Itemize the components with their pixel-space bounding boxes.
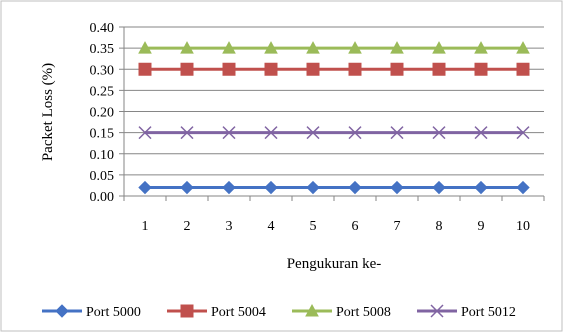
diamond-marker bbox=[264, 180, 278, 195]
legend-item: Port 5000 bbox=[42, 304, 141, 320]
y-tick-labels: 0.00 0.05 0.10 0.15 0.20 0.25 0.30 0.35 0.40 bbox=[90, 21, 115, 205]
x-marker bbox=[390, 126, 404, 140]
x-tick-label: 3 bbox=[226, 219, 233, 234]
x-marker bbox=[474, 126, 488, 140]
triangle-marker bbox=[432, 41, 446, 54]
triangle-marker bbox=[306, 41, 320, 54]
y-tick-label: 0.40 bbox=[90, 21, 115, 36]
triangle-marker bbox=[138, 41, 152, 54]
square-marker bbox=[306, 62, 320, 76]
x-marker bbox=[430, 304, 444, 318]
x-marker bbox=[264, 126, 278, 140]
series-port-5012 bbox=[138, 126, 530, 140]
y-tick-label: 0.00 bbox=[90, 190, 115, 205]
triangle-marker bbox=[390, 41, 404, 54]
triangle-marker bbox=[180, 41, 194, 54]
diamond-marker bbox=[306, 180, 320, 195]
x-marker bbox=[516, 126, 530, 140]
diamond-marker bbox=[432, 180, 446, 195]
legend-item: Port 5012 bbox=[417, 304, 516, 320]
x-tick-label: 5 bbox=[310, 219, 317, 234]
legend-label: Port 5000 bbox=[86, 305, 141, 320]
diamond-marker bbox=[390, 180, 404, 195]
series-port-5008 bbox=[138, 41, 530, 54]
diamond-marker bbox=[55, 304, 69, 318]
x-marker bbox=[348, 126, 362, 140]
y-tick-label: 0.20 bbox=[90, 106, 115, 121]
x-tick-label: 9 bbox=[478, 219, 485, 234]
square-marker bbox=[432, 62, 446, 76]
x-tick-label: 7 bbox=[394, 219, 401, 234]
series-group bbox=[138, 41, 530, 195]
x-marker bbox=[180, 126, 194, 140]
x-tick-label: 6 bbox=[352, 219, 359, 234]
legend-label: Port 5008 bbox=[336, 305, 391, 320]
x-tick-label: 8 bbox=[436, 219, 443, 234]
x-marker bbox=[222, 126, 236, 140]
y-tick-label: 0.25 bbox=[90, 84, 115, 99]
diamond-marker bbox=[516, 180, 530, 195]
x-marker bbox=[138, 126, 152, 140]
square-marker bbox=[180, 62, 194, 76]
triangle-marker bbox=[474, 41, 488, 54]
legend: Port 5000 Port 5004 Port 5008 Port 5012 bbox=[42, 303, 516, 320]
legend-item: Port 5004 bbox=[167, 304, 266, 320]
diamond-marker bbox=[348, 180, 362, 195]
square-marker bbox=[138, 62, 152, 76]
square-marker bbox=[222, 62, 236, 76]
square-marker bbox=[474, 62, 488, 76]
triangle-marker bbox=[516, 41, 530, 54]
diamond-marker bbox=[180, 180, 194, 195]
legend-label: Port 5004 bbox=[211, 305, 266, 320]
diamond-marker bbox=[222, 180, 236, 195]
square-marker bbox=[264, 62, 278, 76]
x-tick-label: 1 bbox=[142, 219, 149, 234]
x-tick-label: 2 bbox=[184, 219, 191, 234]
y-tick-label: 0.10 bbox=[90, 148, 115, 163]
square-marker bbox=[348, 62, 362, 76]
y-axis-title: Packet Loss (%) bbox=[40, 63, 56, 161]
square-marker bbox=[180, 304, 194, 318]
series-port-5004 bbox=[138, 62, 530, 76]
x-tick-label: 4 bbox=[268, 219, 275, 234]
y-tick-label: 0.05 bbox=[90, 169, 115, 184]
triangle-marker bbox=[348, 41, 362, 54]
legend-item: Port 5008 bbox=[292, 303, 391, 320]
axes bbox=[119, 26, 545, 201]
x-marker bbox=[432, 126, 446, 140]
triangle-marker bbox=[222, 41, 236, 54]
y-tick-label: 0.30 bbox=[90, 63, 115, 78]
series-port-5000 bbox=[138, 180, 530, 195]
y-tick-label: 0.15 bbox=[90, 127, 115, 142]
x-tick-label: 10 bbox=[516, 219, 530, 234]
legend-label: Port 5012 bbox=[461, 305, 516, 320]
square-marker bbox=[390, 62, 404, 76]
y-tick-label: 0.35 bbox=[90, 42, 115, 57]
x-tick-labels: 1 2 3 4 5 6 7 8 9 10 bbox=[142, 219, 531, 234]
triangle-marker bbox=[305, 303, 319, 317]
x-marker bbox=[306, 126, 320, 140]
diamond-marker bbox=[474, 180, 488, 195]
x-axis-title: Pengukuran ke- bbox=[287, 256, 382, 272]
triangle-marker bbox=[264, 41, 278, 54]
square-marker bbox=[516, 62, 530, 76]
diamond-marker bbox=[138, 180, 152, 195]
